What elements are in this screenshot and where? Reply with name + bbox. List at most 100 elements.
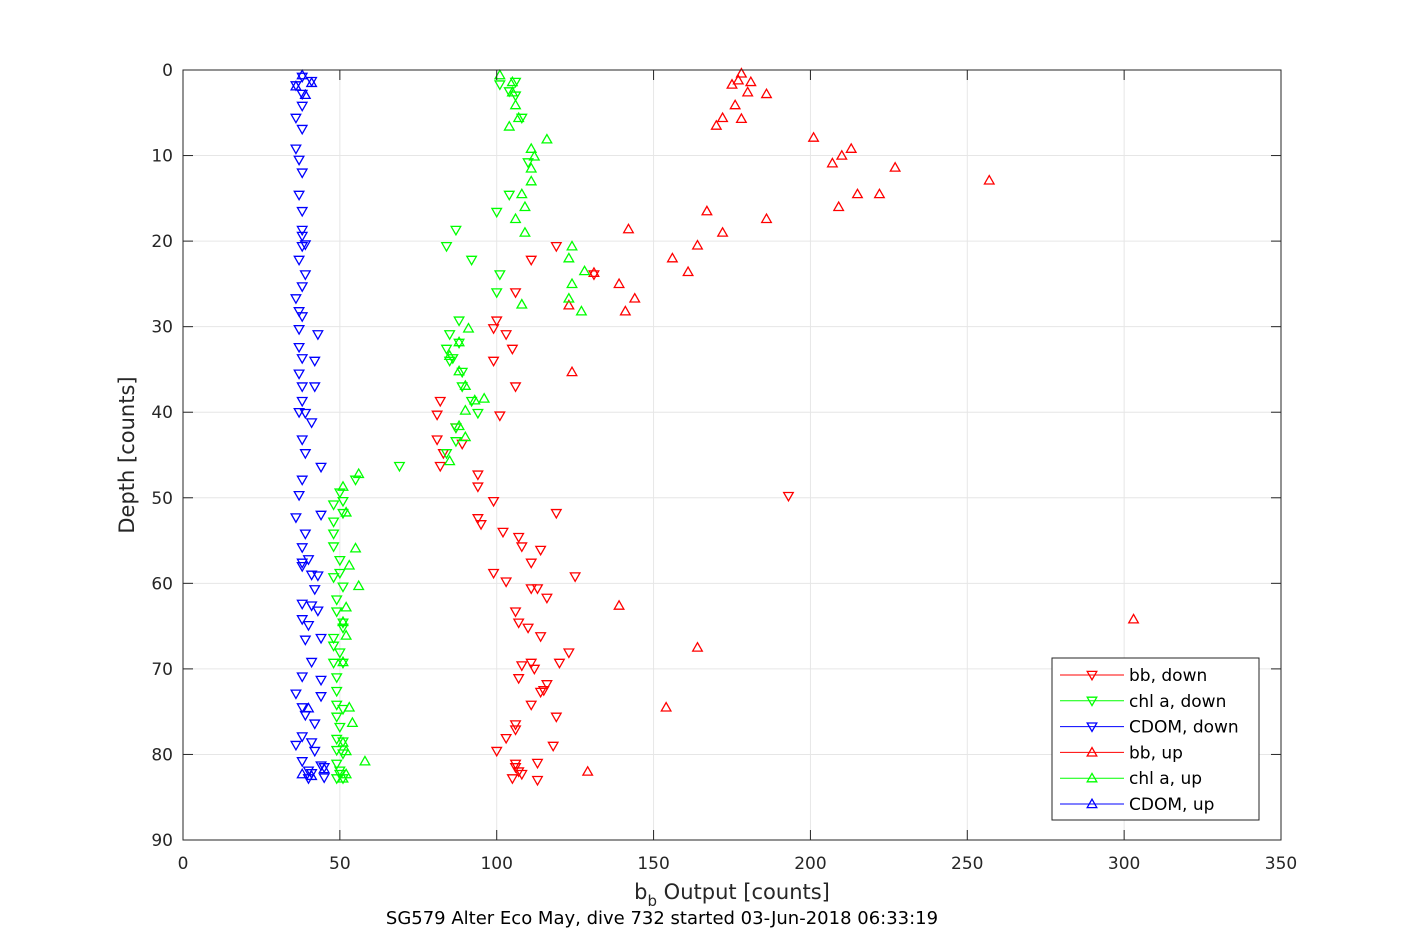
y-tick-label: 30	[151, 318, 173, 338]
data-point	[308, 719, 321, 730]
data-point	[318, 762, 331, 774]
data-point	[315, 675, 327, 687]
data-point	[337, 508, 349, 520]
data-point	[525, 255, 538, 267]
data-point	[333, 488, 346, 499]
data-point	[515, 769, 528, 781]
data-point	[293, 369, 305, 380]
data-point	[500, 577, 513, 588]
data-point	[296, 69, 309, 80]
data-point	[628, 292, 641, 303]
data-point	[330, 607, 343, 618]
data-point	[534, 632, 547, 643]
data-point	[315, 510, 327, 521]
data-point	[468, 394, 481, 405]
data-point	[296, 757, 309, 768]
data-point	[299, 449, 312, 460]
data-point	[512, 618, 525, 629]
data-point	[337, 772, 349, 783]
data-point	[550, 508, 563, 520]
data-point	[459, 379, 472, 390]
data-point	[359, 755, 371, 766]
data-point	[534, 545, 547, 557]
data-point	[465, 396, 478, 408]
x-tick-label: 300	[1108, 854, 1140, 874]
data-point	[522, 158, 535, 169]
data-point	[296, 168, 309, 179]
data-point	[293, 324, 305, 336]
data-point	[500, 733, 513, 745]
data-point	[588, 266, 600, 278]
data-point	[465, 255, 478, 267]
data-point	[547, 741, 560, 752]
data-point	[346, 716, 359, 728]
data-point	[337, 658, 349, 670]
data-point	[540, 680, 553, 691]
data-point	[293, 407, 305, 419]
data-point	[691, 239, 704, 250]
data-point	[450, 423, 462, 434]
data-point	[562, 648, 575, 659]
data-point	[509, 98, 522, 110]
data-point	[333, 766, 346, 777]
data-point	[531, 775, 544, 787]
data-point	[440, 449, 453, 460]
data-point	[534, 687, 547, 699]
data-point	[290, 689, 302, 700]
legend-label: CDOM, up	[1129, 795, 1214, 815]
data-point	[503, 190, 516, 202]
data-point	[296, 231, 309, 243]
data-point	[459, 404, 472, 415]
data-point	[515, 542, 528, 553]
y-tick-label: 50	[151, 489, 173, 509]
data-point	[290, 740, 302, 752]
y-tick-label: 70	[151, 660, 173, 680]
data-point	[1127, 613, 1140, 624]
y-tick-label: 10	[151, 147, 173, 167]
data-point	[744, 75, 757, 87]
data-point	[578, 264, 591, 276]
data-point	[308, 382, 321, 393]
legend-item-cdom-up: CDOM, up	[1060, 795, 1214, 815]
data-point	[509, 288, 522, 299]
data-point	[525, 162, 538, 173]
legend-marker	[1086, 772, 1098, 783]
data-point	[290, 294, 302, 305]
data-point	[330, 673, 343, 684]
data-point	[315, 462, 327, 474]
data-point	[434, 461, 447, 473]
data-point	[327, 542, 340, 553]
data-point	[337, 736, 349, 747]
data-point	[290, 80, 302, 91]
data-point	[475, 520, 487, 531]
x-tick-label: 200	[794, 854, 826, 874]
grid-lines	[183, 70, 1281, 840]
data-point	[305, 769, 318, 781]
data-point	[296, 382, 309, 393]
x-axis-label-rest: Output [counts]	[657, 880, 830, 904]
data-point	[729, 98, 742, 110]
data-point	[305, 570, 318, 581]
legend-item-chl-a-up: chl a, up	[1060, 769, 1202, 789]
data-point	[540, 133, 553, 144]
data-point	[343, 701, 356, 712]
data-point	[478, 392, 491, 403]
legend-label: CDOM, down	[1129, 718, 1239, 738]
data-point	[525, 658, 538, 670]
data-point	[493, 69, 506, 80]
data-point	[562, 292, 575, 303]
data-point	[305, 76, 318, 88]
data-point	[443, 454, 456, 466]
data-point	[525, 142, 538, 153]
x-tick-label: 250	[951, 854, 983, 874]
legend-label: chl a, up	[1129, 769, 1202, 789]
x-tick-label: 350	[1265, 854, 1297, 874]
data-point	[443, 330, 456, 341]
data-point	[308, 585, 321, 596]
data-point	[327, 658, 340, 670]
data-point	[296, 206, 309, 218]
data-point	[315, 633, 327, 645]
data-point	[493, 270, 506, 281]
data-point	[525, 175, 538, 186]
